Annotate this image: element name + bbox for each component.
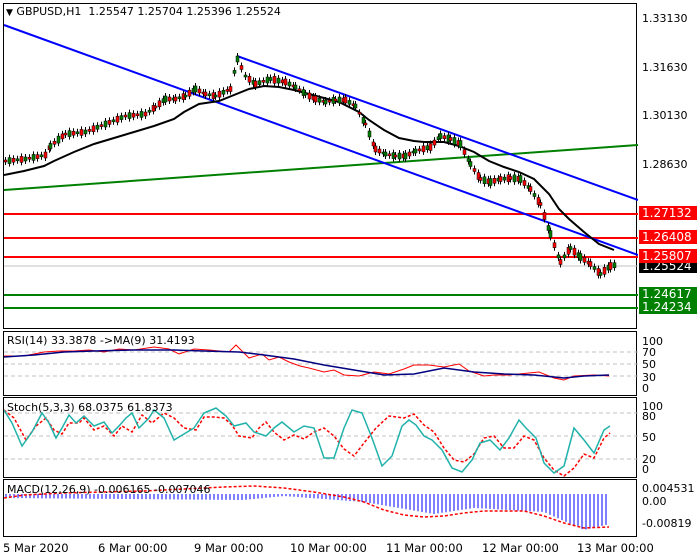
time-label: 12 Mar 00:00 xyxy=(482,541,559,555)
rsi-label: RSI(14) 33.3878 ->MA(9) 31.4193 xyxy=(7,334,195,347)
time-label: 11 Mar 00:00 xyxy=(386,541,463,555)
price-chart-canvas xyxy=(4,24,638,309)
triangle-down-icon[interactable]: ▼ xyxy=(6,8,13,18)
stoch-label: Stoch(5,3,3) 68.0375 61.8373 xyxy=(7,401,173,414)
rsi-tick: 30 xyxy=(642,371,656,384)
support-tag-1: 1.24617 xyxy=(639,287,697,301)
price-tick: 1.33130 xyxy=(642,12,688,25)
support-tag-2: 1.24234 xyxy=(639,300,697,314)
resistance-tag-2: 1.26408 xyxy=(639,230,697,244)
rsi-canvas xyxy=(4,344,638,381)
time-label: 5 Mar 2020 xyxy=(3,541,69,555)
macd-canvas xyxy=(4,485,610,530)
stoch-tick: 20 xyxy=(642,453,656,466)
price-tick: 1.30130 xyxy=(642,109,688,122)
time-label: 6 Mar 00:00 xyxy=(98,541,168,555)
candles xyxy=(4,53,617,279)
resistance-tag-3: 1.25807 xyxy=(639,249,697,263)
rsi-panel[interactable]: RSI(14) 33.3878 ->MA(9) 31.4193 xyxy=(3,331,638,396)
rsi-tick: 0 xyxy=(642,382,649,395)
price-tick: 1.28630 xyxy=(642,158,688,171)
symbol-label: GBPUSD,H1 xyxy=(16,5,82,18)
stoch-tick: 100 xyxy=(642,400,663,413)
price-tick: 1.31630 xyxy=(642,61,688,74)
stoch-canvas xyxy=(4,407,638,477)
ohlc-values: 1.25547 1.25704 1.25396 1.25524 xyxy=(88,5,281,18)
rsi-tick: 50 xyxy=(642,358,656,371)
stoch-tick: 0 xyxy=(642,463,649,476)
symbol-header: ▼ GBPUSD,H1 1.25547 1.25704 1.25396 1.25… xyxy=(6,5,284,18)
time-label: 13 Mar 00:00 xyxy=(577,541,654,555)
macd-tick: 0.00 xyxy=(642,495,667,508)
stochastic-panel[interactable]: Stoch(5,3,3) 68.0375 61.8373 xyxy=(3,397,638,478)
price-chart-panel[interactable]: ▼ GBPUSD,H1 1.25547 1.25704 1.25396 1.25… xyxy=(3,3,638,329)
rsi-tick: 70 xyxy=(642,346,656,359)
macd-tick: 0.004531 xyxy=(642,482,695,495)
stoch-tick: 80 xyxy=(642,410,656,423)
macd-tick: -0.00819 xyxy=(642,517,692,530)
macd-panel[interactable]: MACD(12,26,9) -0.006165 -0.007046 xyxy=(3,479,637,537)
macd-label: MACD(12,26,9) -0.006165 -0.007046 xyxy=(7,483,211,496)
macd-histogram xyxy=(5,494,607,530)
time-label: 10 Mar 00:00 xyxy=(290,541,367,555)
stoch-tick: 50 xyxy=(642,431,656,444)
time-label: 9 Mar 00:00 xyxy=(194,541,264,555)
resistance-tag-1: 1.27132 xyxy=(639,206,697,220)
rsi-tick: 100 xyxy=(642,335,663,348)
